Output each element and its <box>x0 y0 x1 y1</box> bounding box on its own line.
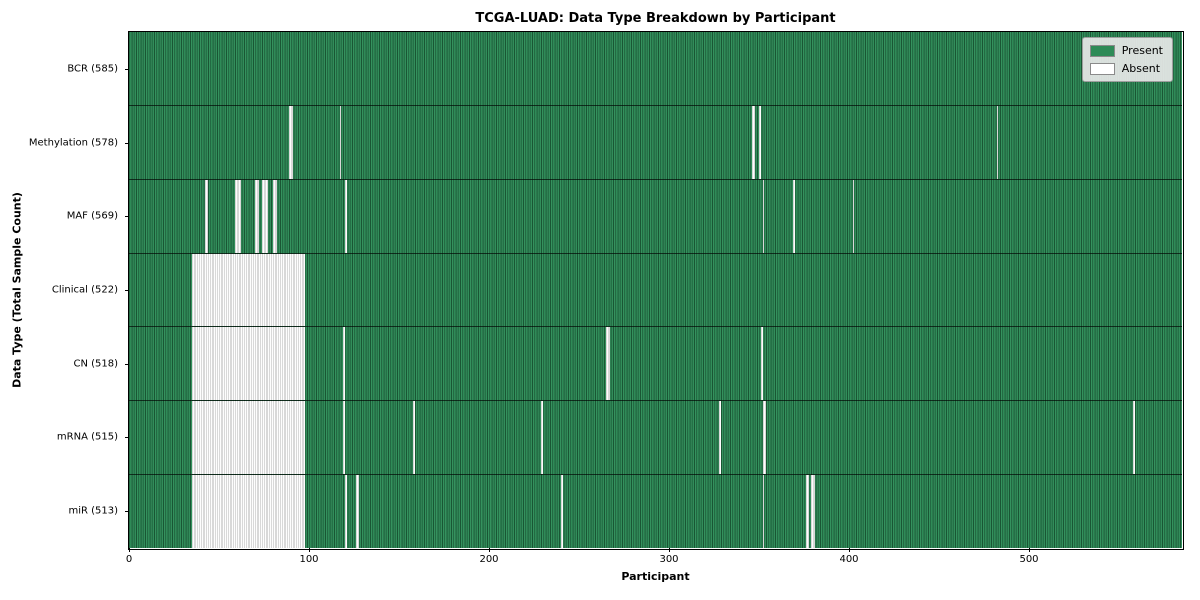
present-swatch-icon <box>1089 44 1115 57</box>
xtick-label: 300 <box>659 554 679 565</box>
absent-stripe <box>192 253 306 327</box>
absent-stripe <box>762 475 765 549</box>
absent-stripe <box>273 179 277 253</box>
xtick-mark <box>849 548 850 552</box>
chart-title: TCGA-LUAD: Data Type Breakdown by Partic… <box>475 11 836 26</box>
ytick-mark <box>125 142 129 144</box>
absent-stripe <box>355 475 360 549</box>
absent-swatch-icon <box>1089 62 1115 75</box>
ytick-mark <box>125 216 129 218</box>
absent-stripe <box>811 475 815 549</box>
absent-stripe <box>719 401 722 475</box>
absent-stripe <box>345 179 347 253</box>
heatmap-row-mir <box>129 475 1182 549</box>
xtick-mark <box>129 548 130 552</box>
legend-label: Present <box>1121 44 1163 57</box>
xtick-label: 100 <box>299 554 319 565</box>
absent-stripe <box>413 401 416 475</box>
absent-stripe <box>343 327 345 401</box>
absent-stripe <box>751 105 756 179</box>
ytick-label: Methylation (578) <box>28 137 118 149</box>
xtick-mark <box>309 548 310 552</box>
x-axis-label: Participant <box>621 570 690 583</box>
ytick-mark <box>125 290 129 291</box>
ytick-label: BCR (585) <box>67 63 118 75</box>
ytick-mark <box>125 511 129 513</box>
ytick-mark <box>125 437 129 439</box>
absent-stripe <box>852 179 855 253</box>
xtick-label: 400 <box>839 554 859 565</box>
absent-stripe <box>762 401 767 475</box>
xtick-label: 200 <box>479 554 499 565</box>
xtick-mark <box>489 548 490 552</box>
absent-stripe <box>793 179 795 253</box>
absent-stripe <box>541 401 543 475</box>
xtick-label: 500 <box>1019 554 1039 565</box>
absent-stripe <box>262 179 268 253</box>
absent-stripe <box>255 179 259 253</box>
heatmap-row-clinical <box>129 253 1182 328</box>
legend: Present Absent <box>1081 37 1173 82</box>
heatmap-row-mrna <box>129 401 1182 476</box>
absent-stripe <box>1133 401 1136 475</box>
xtick-mark <box>1029 548 1030 552</box>
ytick-mark <box>125 363 129 365</box>
ytick-label: MAF (569) <box>66 210 118 222</box>
absent-stripe <box>606 327 610 401</box>
ytick-label: Clinical (522) <box>51 284 118 296</box>
absent-stripe <box>192 327 306 401</box>
absent-stripe <box>561 475 563 549</box>
absent-stripe <box>235 179 241 253</box>
absent-stripe <box>996 105 999 179</box>
heatmap-row-cn <box>129 327 1182 402</box>
absent-stripe <box>343 401 345 475</box>
ytick-mark <box>125 68 129 70</box>
absent-stripe <box>339 105 342 179</box>
ytick-label: CN (518) <box>73 358 118 370</box>
absent-stripe <box>762 179 765 253</box>
absent-stripe <box>760 327 763 401</box>
absent-stripe <box>805 475 810 549</box>
legend-entry-present: Present <box>1089 44 1163 57</box>
absent-stripe <box>289 105 293 179</box>
heatmap-row-bcr <box>129 32 1182 106</box>
absent-stripe <box>345 475 347 549</box>
absent-stripe <box>759 105 761 179</box>
heatmap-row-maf <box>129 179 1182 254</box>
heatmap-plot-area <box>129 32 1182 549</box>
heatmap-row-methylation <box>129 105 1182 180</box>
xtick-mark <box>669 548 670 552</box>
legend-entry-absent: Absent <box>1089 62 1163 75</box>
y-axis-label: Data Type (Total Sample Count) <box>10 192 24 388</box>
ytick-label: miR (513) <box>68 505 118 517</box>
absent-stripe <box>192 401 306 475</box>
xtick-label: 0 <box>125 554 133 565</box>
absent-stripe <box>192 475 306 549</box>
ytick-label: mRNA (515) <box>56 431 118 443</box>
absent-stripe <box>204 179 209 253</box>
legend-label: Absent <box>1121 62 1161 75</box>
